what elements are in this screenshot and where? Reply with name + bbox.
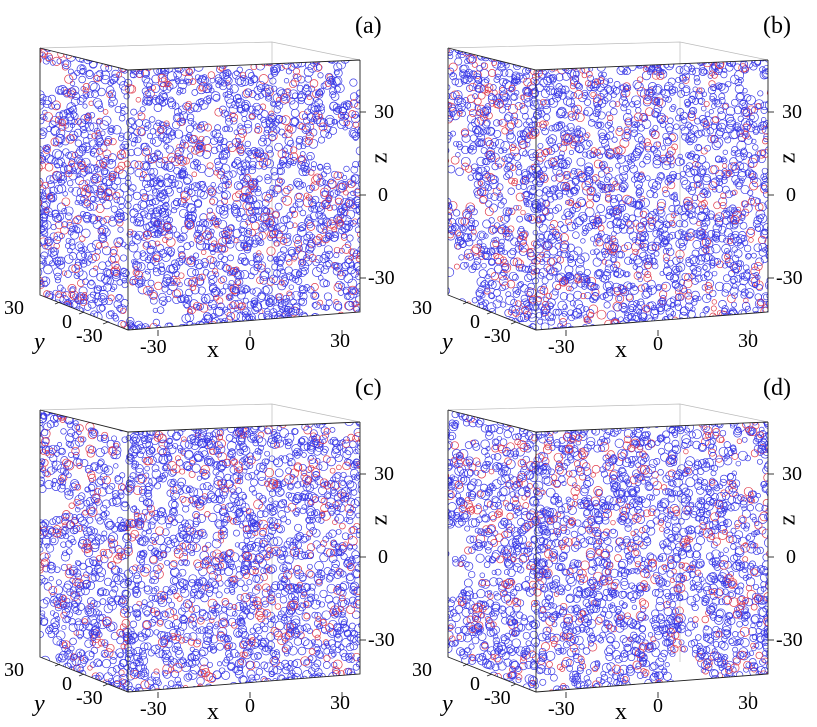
- scatter-panel: (b) 30 0 -30 z -30 0 30 x 30 0 -30 y: [408, 0, 808, 363]
- bounding-box-edges: [39, 47, 361, 331]
- x-tick-label: 30: [330, 692, 350, 714]
- z-axis-title: z: [366, 152, 393, 164]
- x-tick-label: 0: [245, 695, 255, 717]
- y-tick-label: -30: [484, 325, 511, 347]
- particle-cloud: [448, 410, 768, 692]
- z-tick-label: 30: [374, 101, 394, 123]
- panel-label: (c): [355, 375, 382, 401]
- bounding-box-edges: [447, 47, 769, 331]
- scatter-panel: (d) 30 0 -30 z -30 0 30 x 30 0 -30 y: [408, 362, 808, 725]
- z-tick-label: -30: [368, 267, 395, 289]
- axis-ticks: [54, 111, 366, 336]
- scatter-panel: (a) 30 0 -30 z -30 0 30 x 30 0 -30 y: [0, 0, 400, 363]
- y-tick-label: 30: [412, 659, 432, 681]
- z-tick-label: 0: [786, 546, 796, 568]
- y-axis-title: y: [34, 691, 45, 717]
- axis-ticks: [462, 473, 774, 698]
- particle-cloud: [40, 410, 360, 692]
- scatter-panel: (c) 30 0 -30 z -30 0 30 x 30 0 -30 y: [0, 362, 400, 725]
- x-tick-label: 30: [738, 330, 758, 352]
- x-tick-label: -30: [548, 336, 575, 358]
- z-tick-label: -30: [368, 629, 395, 651]
- y-tick-label: 0: [470, 673, 480, 695]
- particle-cloud-plot: [39, 403, 366, 698]
- x-tick-label: 0: [653, 333, 663, 355]
- y-axis-title: y: [442, 691, 453, 717]
- z-tick-label: -30: [776, 629, 803, 651]
- x-axis-title: x: [615, 699, 627, 725]
- y-axis-title: y: [34, 329, 45, 355]
- x-tick-label: 0: [653, 695, 663, 717]
- y-tick-label: 0: [470, 311, 480, 333]
- x-tick-label: -30: [140, 336, 167, 358]
- z-tick-label: 30: [374, 463, 394, 485]
- particle-cloud-plot: [447, 403, 774, 698]
- x-tick-label: 30: [330, 330, 350, 352]
- bounding-box-edges: [447, 409, 769, 693]
- x-tick-label: 30: [738, 692, 758, 714]
- y-axis-title: y: [442, 329, 453, 355]
- x-axis-title: x: [207, 337, 219, 363]
- z-tick-label: 0: [378, 184, 388, 206]
- y-tick-label: 30: [4, 659, 24, 681]
- y-tick-label: -30: [76, 687, 103, 709]
- particle-cloud-plot: [39, 41, 366, 336]
- particle-cloud: [40, 48, 360, 330]
- z-axis-title: z: [774, 152, 801, 164]
- y-tick-label: 0: [62, 311, 72, 333]
- x-axis-title: x: [207, 699, 219, 725]
- z-tick-label: 0: [378, 546, 388, 568]
- z-tick-label: -30: [776, 267, 803, 289]
- z-axis-title: z: [774, 514, 801, 526]
- axis-ticks: [462, 111, 774, 336]
- z-tick-label: 30: [782, 101, 802, 123]
- panel-label: (b): [763, 13, 791, 39]
- y-tick-label: -30: [484, 687, 511, 709]
- z-tick-label: 0: [786, 184, 796, 206]
- panel-label: (d): [763, 375, 791, 401]
- y-tick-label: 30: [412, 297, 432, 319]
- z-tick-label: 30: [782, 463, 802, 485]
- z-axis-title: z: [366, 514, 393, 526]
- bounding-box-edges: [39, 409, 361, 693]
- x-tick-label: -30: [548, 698, 575, 720]
- y-tick-label: -30: [76, 325, 103, 347]
- particle-cloud: [448, 48, 768, 330]
- panel-label: (a): [355, 13, 382, 39]
- box-hidden-edges: [39, 41, 361, 300]
- particle-cloud-plot: [447, 41, 774, 336]
- x-tick-label: -30: [140, 698, 167, 720]
- y-tick-label: 0: [62, 673, 72, 695]
- x-tick-label: 0: [245, 333, 255, 355]
- box-hidden-edges: [447, 41, 769, 300]
- x-axis-title: x: [615, 337, 627, 363]
- y-tick-label: 30: [4, 297, 24, 319]
- axis-ticks: [54, 473, 366, 698]
